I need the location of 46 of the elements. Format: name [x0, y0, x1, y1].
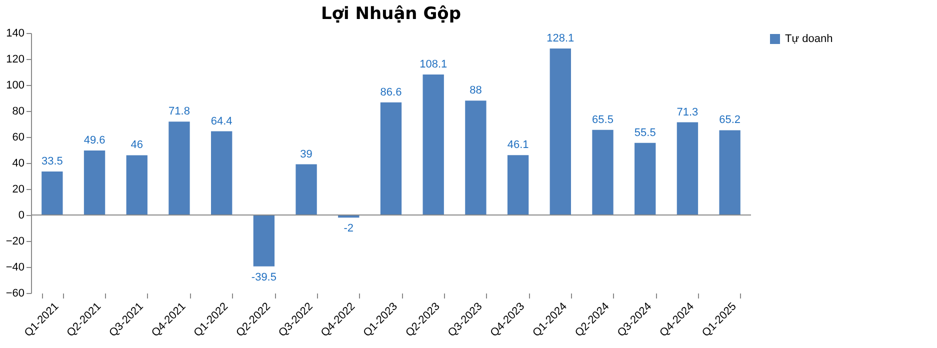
y-tick-label: 120 — [6, 54, 24, 66]
data-label: 46.1 — [507, 139, 529, 152]
chart-title: Lợi Nhuận Gộp — [321, 4, 461, 24]
data-label: 46 — [130, 139, 144, 152]
bar — [380, 102, 402, 215]
data-label: -2 — [344, 222, 354, 235]
bar — [465, 100, 486, 215]
y-tick-label: 40 — [12, 158, 24, 170]
data-label: 71.3 — [676, 106, 698, 118]
y-tick-label: −40 — [6, 262, 24, 274]
data-label: 71.8 — [168, 106, 190, 118]
data-label: 65.5 — [592, 114, 614, 126]
bar — [211, 131, 232, 215]
data-label: -39.5 — [251, 271, 276, 284]
bar — [296, 164, 317, 215]
y-tick-label: 100 — [6, 80, 24, 92]
data-label: 88 — [470, 84, 482, 97]
data-label: 33.5 — [41, 155, 63, 168]
y-tick-label: 140 — [6, 28, 24, 40]
bar — [676, 122, 698, 215]
data-label: 108.1 — [420, 58, 448, 70]
bar — [634, 142, 656, 215]
data-label: 86.6 — [380, 86, 402, 98]
bar — [42, 171, 63, 215]
data-label: 49.6 — [84, 134, 106, 147]
bar — [592, 130, 614, 215]
y-tick-label: 80 — [12, 106, 24, 118]
data-label: 39 — [300, 148, 312, 160]
bar — [507, 155, 529, 215]
bar — [719, 130, 740, 215]
data-label: 65.2 — [719, 114, 741, 126]
legend-label: Tự doanh — [785, 33, 833, 45]
bar — [550, 48, 571, 215]
y-tick-label: −60 — [6, 288, 24, 300]
bar — [168, 122, 190, 215]
bar — [84, 150, 106, 215]
bar — [253, 215, 275, 266]
y-tick-label: 0 — [18, 210, 24, 222]
bar — [126, 155, 148, 215]
y-tick-label: 20 — [12, 184, 24, 196]
data-label: 128.1 — [546, 32, 574, 44]
y-tick-label: 60 — [12, 132, 24, 144]
data-label: 64.4 — [210, 115, 232, 128]
y-tick-label: −20 — [6, 236, 24, 248]
data-label: 55.5 — [634, 126, 656, 139]
bar — [422, 74, 444, 215]
